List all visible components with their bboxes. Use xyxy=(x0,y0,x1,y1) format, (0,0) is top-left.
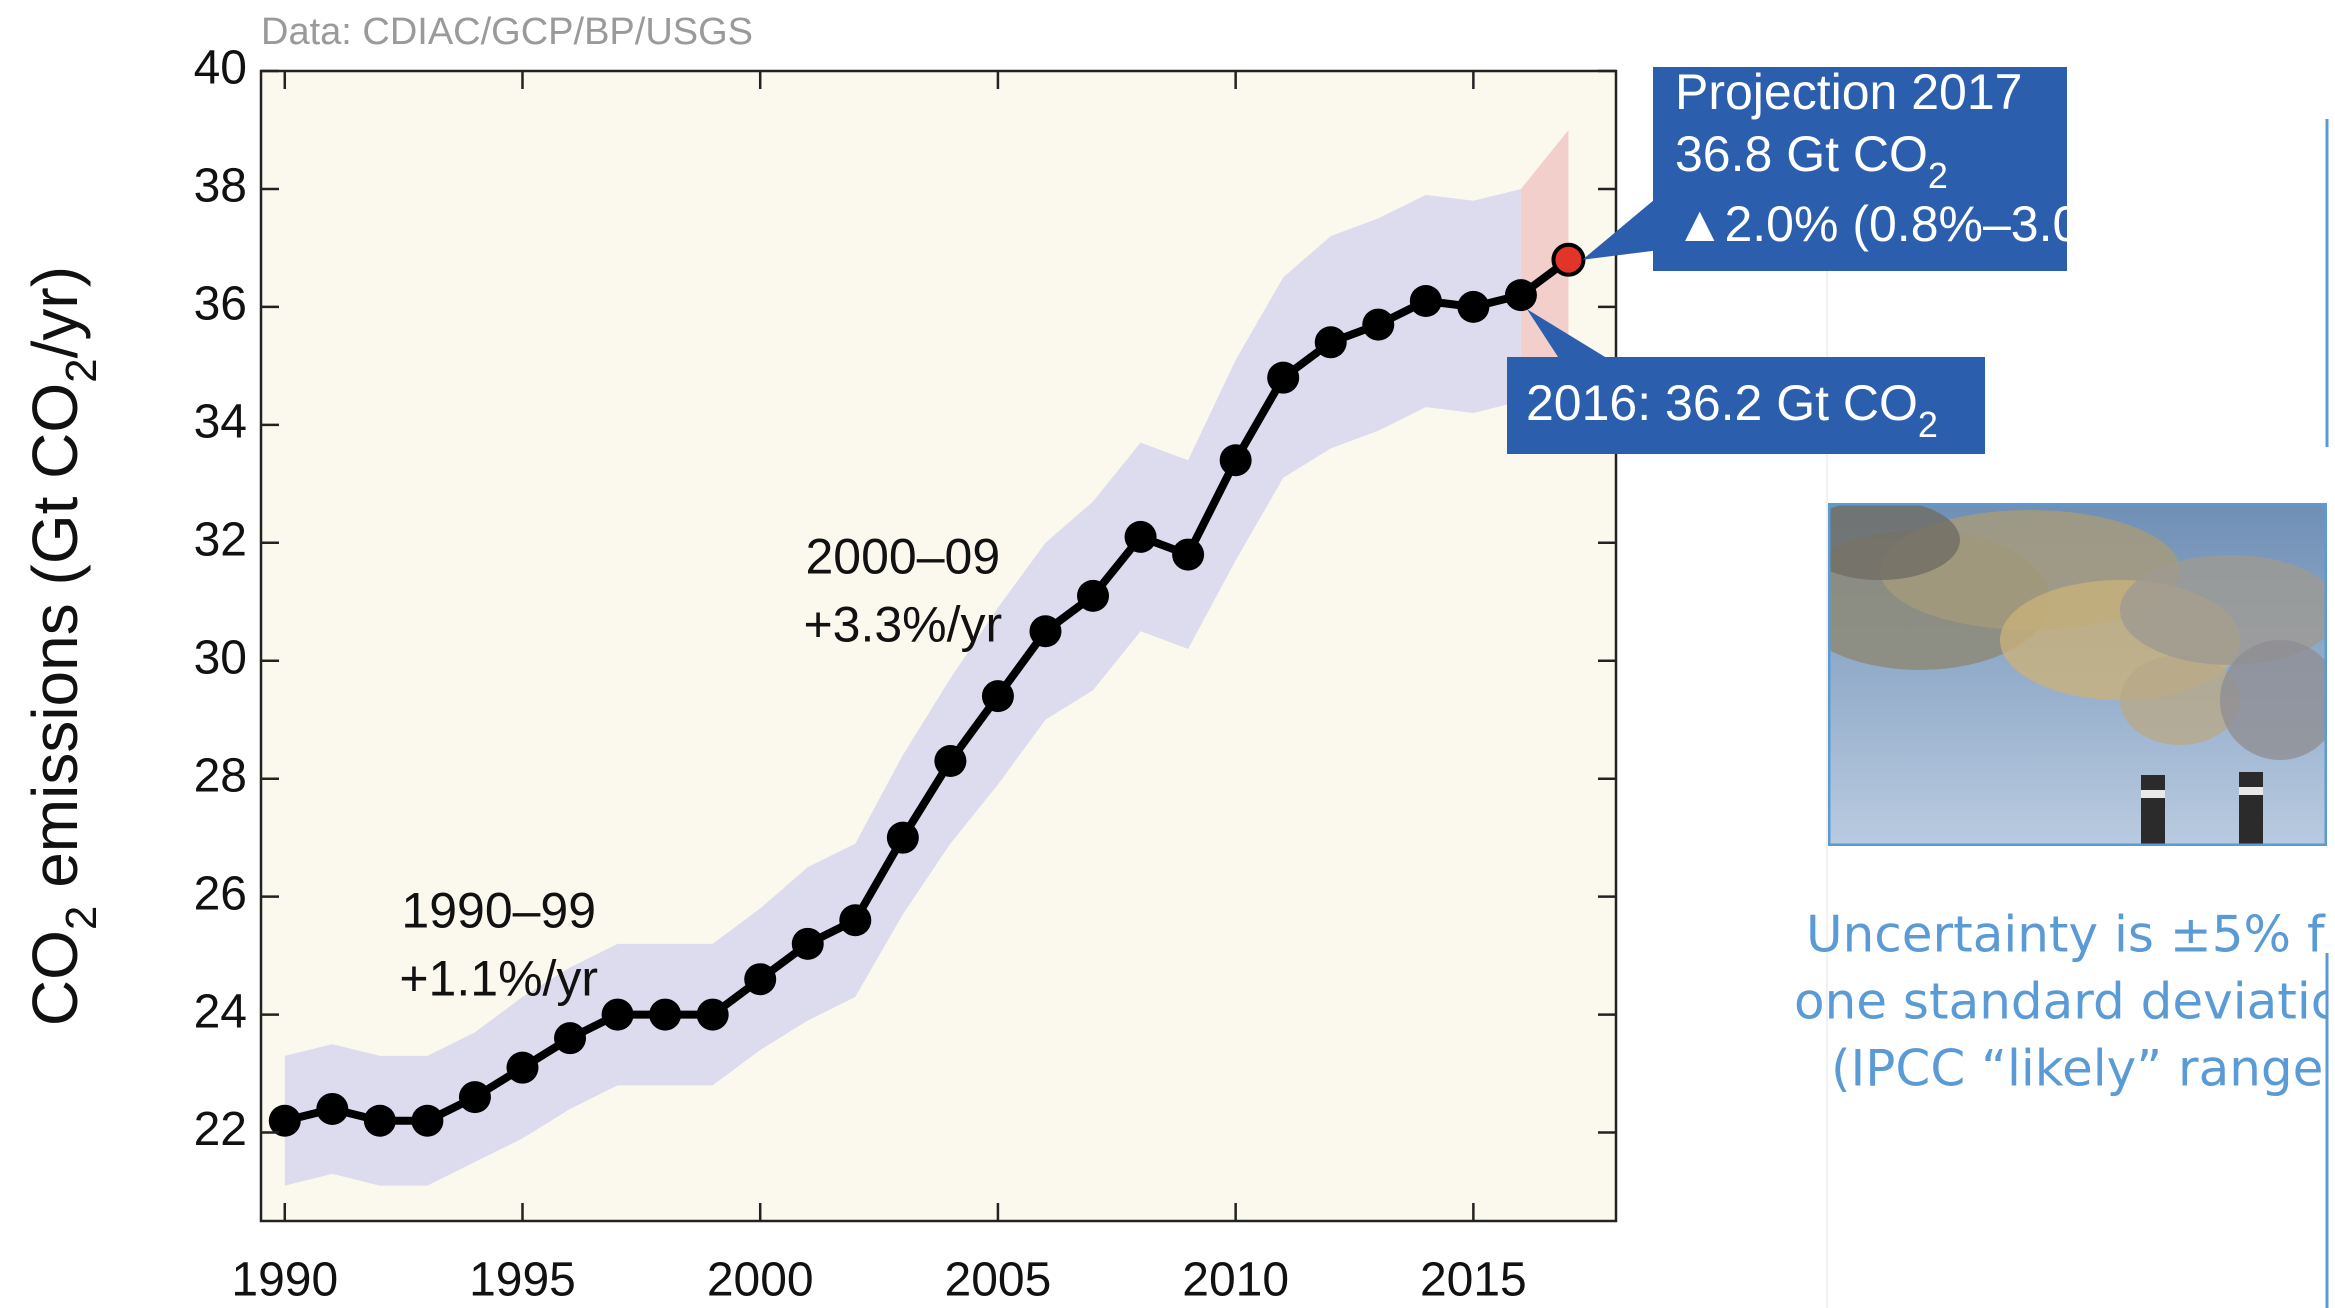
data-point xyxy=(696,998,729,1031)
annotation: 2000–09 xyxy=(806,529,1001,585)
text-part: 36.8 Gt CO xyxy=(1675,126,1928,182)
projection-change: ▲2.0% (0.8%–3.0%) xyxy=(1675,196,2141,252)
subscript: 2 xyxy=(1918,404,1938,445)
subscript: 2 xyxy=(57,906,106,930)
data-point xyxy=(839,904,872,937)
projection-value: 36.8 Gt CO2 xyxy=(1675,126,1948,196)
data-point xyxy=(1219,444,1252,477)
y-tick-label: 24 xyxy=(194,985,247,1038)
projection-point xyxy=(1551,242,1586,277)
plot-frame xyxy=(259,69,1618,1223)
y-tick-label: 30 xyxy=(194,631,247,684)
caption-line: Uncertainty is ±5% fc xyxy=(1806,906,2335,964)
data-point xyxy=(363,1104,396,1137)
callout-pointer xyxy=(1582,195,1660,260)
data-point xyxy=(1267,361,1300,394)
text-part: 2016: 36.2 Gt CO xyxy=(1526,375,1918,431)
data-point xyxy=(1124,520,1157,553)
data-point xyxy=(601,998,634,1031)
caption-line: (IPCC “likely” range) xyxy=(1831,1040,2335,1098)
data-point xyxy=(981,680,1014,713)
data-point xyxy=(1172,538,1205,571)
data-point xyxy=(268,1104,301,1137)
x-tick-label: 2010 xyxy=(1182,1254,1289,1307)
y-tick-label: 22 xyxy=(194,1103,247,1156)
source-note: Data: CDIAC/GCP/BP/USGS xyxy=(261,11,753,53)
annotation: +1.1%/yr xyxy=(399,951,598,1007)
data-point xyxy=(1409,285,1442,317)
y-tick-label: 34 xyxy=(194,396,247,449)
data-point xyxy=(886,821,919,854)
x-tick-label: 2015 xyxy=(1420,1254,1527,1307)
data-point xyxy=(744,963,777,996)
annotation: +3.3%/yr xyxy=(803,597,1002,653)
data-point xyxy=(1314,326,1347,359)
uncertainty-band xyxy=(284,188,1521,1186)
y-tick-label: 38 xyxy=(194,160,247,213)
data-point xyxy=(458,1081,491,1114)
y-tick-label: 28 xyxy=(194,749,247,802)
data-point xyxy=(1077,579,1110,612)
x-tick-label: 2000 xyxy=(707,1254,814,1307)
data-point xyxy=(1457,290,1490,323)
data-point xyxy=(649,998,682,1031)
annotation: 1990–99 xyxy=(401,883,596,939)
subscript: 2 xyxy=(1928,155,1948,196)
y-tick-label: 40 xyxy=(194,42,247,95)
x-tick-label: 1995 xyxy=(469,1254,576,1307)
x-tick-label: 1990 xyxy=(231,1254,338,1307)
projection-box xyxy=(1653,67,2067,271)
data-point xyxy=(1504,279,1537,312)
y-tick-label: 26 xyxy=(194,867,247,920)
data-point xyxy=(791,927,824,960)
last-year-box xyxy=(1507,357,1985,454)
smokestack-photo xyxy=(1828,503,2327,846)
x-tick-label: 2005 xyxy=(945,1254,1052,1307)
last-year-label: 2016: 36.2 Gt CO2 xyxy=(1526,375,1938,445)
data-point xyxy=(411,1104,444,1137)
text-part: emissions (Gt CO xyxy=(19,383,91,906)
text-part: CO xyxy=(19,930,91,1026)
y-tick-label: 32 xyxy=(194,513,247,566)
callout-pointer xyxy=(1526,309,1610,360)
text-part: /yr) xyxy=(19,266,91,358)
projection-title: Projection 2017 xyxy=(1675,64,2022,120)
subscript: 2 xyxy=(57,358,106,382)
caption: Uncertainty is ±5% fc one standard devia… xyxy=(1794,906,2335,1098)
data-point xyxy=(554,1022,587,1055)
y-tick-label: 36 xyxy=(194,278,247,331)
caption-line: one standard deviatic xyxy=(1794,973,2335,1031)
data-point xyxy=(1362,308,1395,341)
data-point xyxy=(506,1051,539,1084)
data-point xyxy=(934,745,967,777)
y-axis-label: CO2 emissions (Gt CO2/yr) xyxy=(19,266,106,1026)
data-point xyxy=(316,1092,349,1125)
data-point xyxy=(1029,615,1062,648)
